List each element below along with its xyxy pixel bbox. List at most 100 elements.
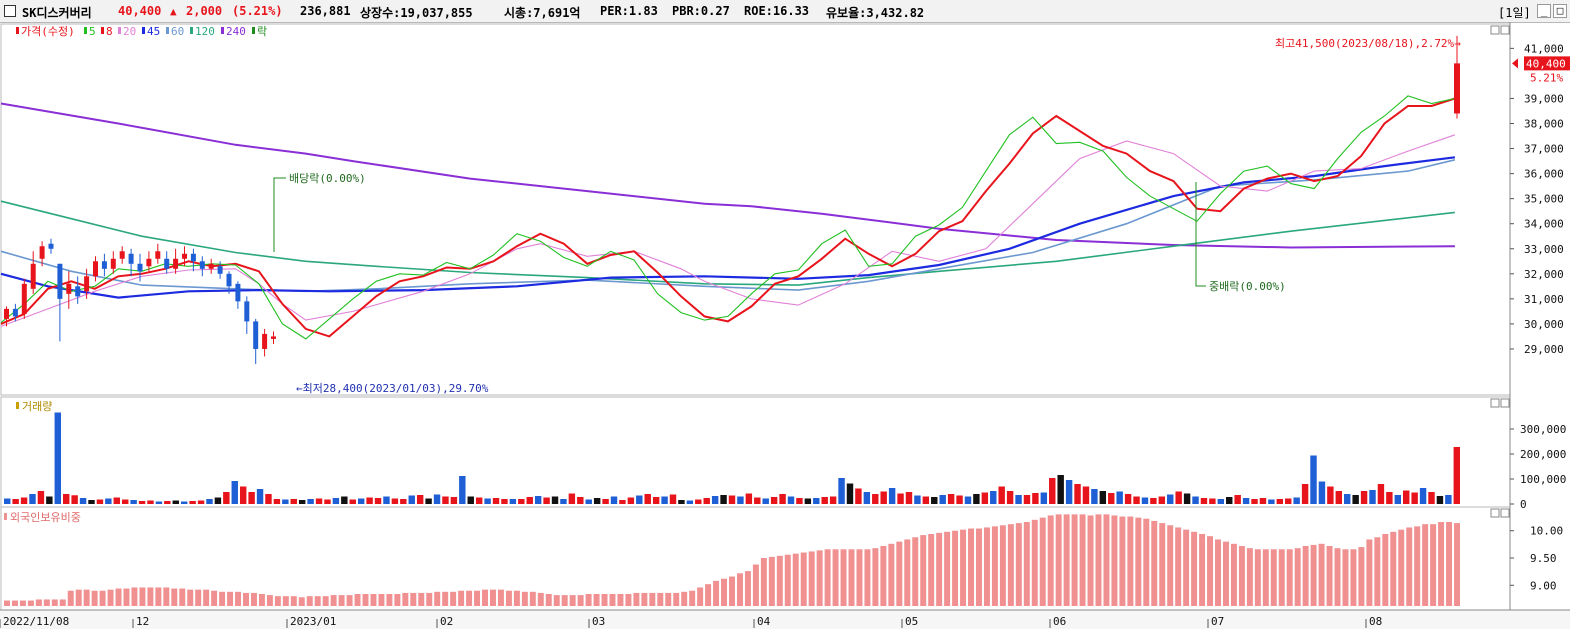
volume-bar [307,499,314,504]
volume-bar [922,496,930,504]
volume-bar [1141,497,1149,504]
foreign-bar [792,553,799,606]
foreign-bar [776,555,783,606]
foreign-bar [848,549,855,606]
foreign-bar [402,592,409,606]
price-y-tick-label: 41,000 [1524,42,1564,55]
foreign-bar [203,589,210,606]
legend-swatch [221,27,224,34]
foreign-bar [1063,514,1070,606]
foreign-bar [904,539,911,606]
volume-bar [821,497,828,504]
foreign-bar [91,590,98,606]
pane-max-icon-2[interactable] [1500,508,1510,518]
volume-bar [239,486,247,504]
volume-bar [998,486,1005,504]
foreign-legend-swatch [4,513,7,520]
candle-body [262,333,268,349]
foreign-bar [816,550,823,606]
volume-bar [1335,491,1343,504]
foreign-bar [115,588,122,606]
stock-chart[interactable]: 29,000 30,000 31,000 32,000 33,000 34,000 35,0… [0,22,1570,629]
dividend-marker-1 [273,177,286,252]
foreign-bar [1119,516,1126,606]
minimize-button[interactable]: _ [1537,4,1551,18]
foreign-bar [243,592,249,606]
pane-min-icon-0[interactable] [1490,25,1500,35]
volume-bar [54,412,61,504]
volume-bar [1006,491,1014,504]
foreign-bar [991,526,998,606]
volume-bar [1436,496,1444,504]
listed-shares: 상장수:19,037,855 [360,6,473,20]
maximize-button[interactable]: □ [1553,4,1567,18]
candle-body [208,263,214,269]
foreign-bar [721,578,728,606]
pane-min-icon-2[interactable] [1490,508,1500,518]
volume-bar [1108,493,1115,504]
foreign-bar [1135,517,1142,606]
foreign-bar [665,592,672,606]
volume-bar [1251,499,1258,504]
volume-bar [189,501,196,504]
foreign-bar [59,599,66,606]
foreign-bar [625,594,632,606]
pane-max-icon-0[interactable] [1500,25,1510,35]
price-y-tick-label: 39,000 [1524,92,1564,105]
last-price-label: 40,400 [1526,57,1566,70]
foreign-bar [1454,523,1460,606]
legend-label: 60 [171,25,184,38]
volume-bar [273,499,281,504]
foreign-bar [1438,522,1445,606]
volume-bar [442,496,449,504]
candle-body [155,251,161,259]
volume-bar [231,481,238,504]
foreign-bar [386,594,393,606]
candle-body [57,263,63,299]
volume-bar [1301,484,1309,504]
foreign-bar [314,596,321,606]
volume-bar [787,496,795,504]
candle-body [226,273,232,287]
foreign-bar [713,580,720,606]
legend-swatch [142,27,145,34]
volume-bar [619,500,626,504]
volume-bar [62,494,70,504]
foreign-bar [936,532,943,606]
volume-bar [1023,495,1031,504]
volume-bar [770,497,778,504]
volume-bar [20,497,28,504]
volume-bar [1057,475,1064,504]
legend-label: 240 [226,25,246,38]
volume-bar [695,499,702,504]
foreign-bar [258,594,265,606]
foreign-bar [1366,539,1373,606]
foreign-bar [983,527,990,606]
dividend-marker-2 [1195,182,1206,287]
foreign-bar [1111,515,1118,606]
foreign-bar [171,588,178,606]
volume-bar [1352,495,1359,504]
volume-bar [484,498,491,504]
volume-bar [1015,495,1022,504]
volume-bar [29,494,36,504]
period-selector[interactable]: [1일] [1498,6,1531,20]
pane-max-icon-1[interactable] [1500,398,1510,408]
volume-bar [290,499,297,504]
foreign-bar [529,591,536,606]
foreign-bar [1382,534,1389,606]
current-price: 40,400 [118,4,162,18]
x-axis-band [0,610,1570,629]
market-cap: 시총:7,691억 [504,6,581,20]
candle-body [173,258,179,269]
foreign-bar [736,573,743,606]
pane-min-icon-1[interactable] [1490,398,1500,408]
select-checkbox[interactable] [4,5,16,17]
foreign-bar [1398,529,1405,606]
volume-bar [1124,494,1132,504]
foreign-bar [1430,524,1437,606]
candle-body [128,253,134,264]
legend-swatch [166,27,169,34]
volume-bar [652,497,660,504]
volume-bar [324,499,331,504]
